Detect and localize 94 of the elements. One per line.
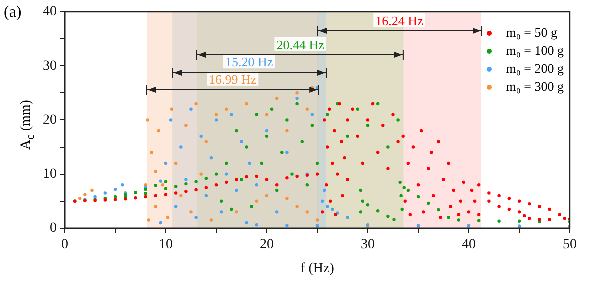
point (204, 194, 208, 198)
legend-label: m₀ = 100 g (506, 42, 564, 60)
x-tick-label: 20 (260, 237, 274, 252)
point (194, 102, 198, 106)
y-tick-label: 0 (50, 221, 57, 236)
point (84, 193, 87, 196)
point (146, 118, 150, 122)
x-tick-label: 0 (62, 237, 68, 252)
x-tick-label: 10 (159, 237, 173, 252)
point (326, 205, 330, 208)
point (200, 172, 203, 176)
band-label: 20.44 Hz (276, 37, 325, 52)
point (276, 96, 279, 100)
point (306, 210, 309, 214)
band-label: 16.99 Hz (208, 72, 257, 87)
point (78, 197, 82, 200)
point (174, 162, 178, 166)
point (255, 200, 258, 203)
y-tick-label: 20 (43, 112, 57, 128)
point (316, 218, 320, 222)
point (180, 146, 183, 149)
point (225, 108, 228, 111)
point (169, 118, 173, 122)
legend-label: m₀ = 50 g (506, 24, 558, 42)
point (190, 210, 193, 214)
point (245, 102, 248, 106)
point (147, 218, 150, 222)
point (166, 216, 170, 220)
point (265, 194, 269, 198)
point (90, 188, 94, 192)
point (154, 170, 158, 174)
band-label: 16.24 Hz (376, 13, 424, 28)
point (159, 180, 163, 183)
point (248, 162, 252, 166)
point (159, 221, 163, 225)
x-tick-label: 30 (361, 237, 375, 252)
point (144, 184, 148, 187)
point (214, 118, 218, 122)
point (276, 210, 279, 214)
point (265, 113, 269, 116)
band-label: 15.20 Hz (225, 54, 274, 70)
point (94, 195, 97, 199)
point (296, 205, 299, 208)
text: (a) (4, 4, 22, 22)
point (306, 108, 309, 111)
x-tick-label: 40 (462, 237, 476, 252)
point (210, 218, 214, 222)
point (174, 205, 178, 208)
point (235, 188, 238, 192)
point (200, 134, 203, 138)
point (214, 113, 218, 116)
legend-label: m₀ = 200 g (506, 60, 564, 78)
y-tick-label: 30 (43, 58, 57, 74)
point (194, 216, 198, 220)
point (296, 92, 299, 95)
point (225, 172, 228, 176)
point (286, 129, 289, 133)
point (190, 108, 193, 111)
point (164, 162, 168, 166)
point (331, 208, 334, 212)
point (120, 184, 124, 187)
point (210, 156, 214, 160)
point (184, 178, 188, 182)
y-tick-label: 10 (43, 166, 57, 182)
point (180, 194, 183, 198)
point (150, 151, 154, 154)
point (154, 205, 158, 208)
point (255, 224, 258, 227)
point (235, 210, 238, 214)
point (255, 184, 258, 187)
point (204, 140, 208, 144)
point (346, 216, 350, 220)
point (104, 192, 107, 195)
point (286, 151, 289, 154)
point (230, 113, 234, 116)
point (286, 224, 289, 228)
point (157, 129, 161, 133)
point (240, 140, 244, 144)
point (265, 129, 269, 133)
x-axis-title: f (Hz) (300, 261, 335, 276)
point (322, 188, 326, 192)
point (310, 113, 314, 116)
x-tick-label: 50 (563, 237, 577, 252)
point (320, 200, 324, 203)
point (220, 210, 224, 214)
legend-label: m₀ = 300 g (506, 78, 564, 96)
point (245, 221, 248, 225)
point (114, 188, 118, 192)
y-tick-label: 40 (43, 4, 57, 20)
point (184, 124, 188, 128)
point (286, 197, 289, 200)
point (170, 108, 174, 111)
point (296, 96, 299, 100)
point (161, 184, 165, 187)
